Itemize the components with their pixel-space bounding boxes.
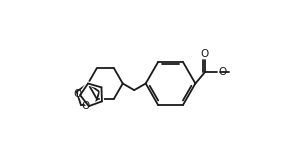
Text: O: O xyxy=(74,89,82,99)
Text: O: O xyxy=(218,67,226,77)
Text: O: O xyxy=(201,48,209,58)
Text: O: O xyxy=(81,101,90,111)
